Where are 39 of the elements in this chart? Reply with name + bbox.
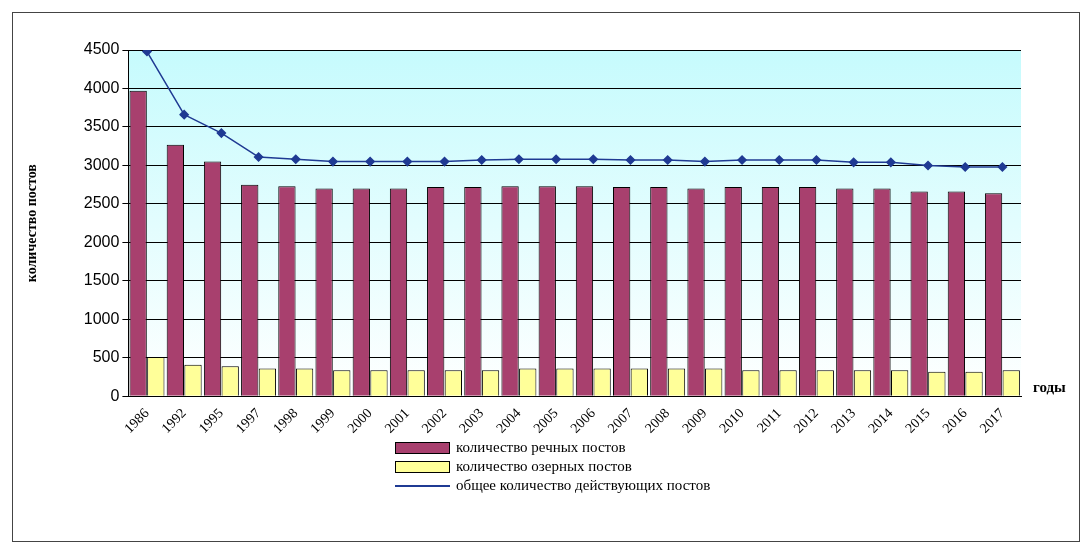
y-tick-label: 4000 [83,78,120,96]
point [700,156,710,167]
legend-label: количество озерных постов [456,458,632,475]
point [811,155,822,165]
y-tick-label: 1000 [83,309,120,327]
point [179,109,189,120]
y-axis-title: количество постов [24,163,40,283]
y-tick-label: 2500 [83,194,120,212]
point [774,155,784,165]
point [402,156,413,167]
point [476,155,487,165]
point [253,152,264,162]
point [328,156,338,167]
point [142,50,152,57]
y-tick-label: 500 [92,348,120,366]
point [439,156,450,167]
point [997,162,1008,172]
point [625,155,636,165]
point [737,155,747,165]
x-axis-title: годы [1033,379,1067,396]
point [848,157,859,168]
point [551,154,561,165]
y-tick-label: 4500 [83,40,120,58]
y-tick-label: 3000 [83,155,120,173]
y-tick-label: 2000 [83,232,120,250]
point [365,156,375,167]
point [923,160,933,171]
point [514,154,524,165]
legend-label: общее количество действующих постов [456,477,711,494]
point [662,155,673,165]
y-tick-label: 3500 [83,117,120,135]
y-tick-label: 0 [110,386,120,404]
point [588,154,599,165]
text: количество речных постов [456,439,626,456]
point [960,162,970,172]
point [216,128,227,138]
point [886,157,896,168]
y-tick-label: 1500 [83,271,120,289]
point [291,154,301,165]
